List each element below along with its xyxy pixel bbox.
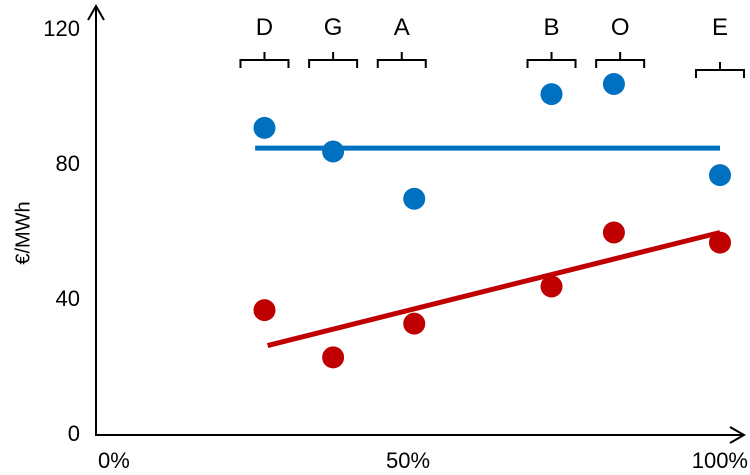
group-bracket [695,62,745,78]
red-point-E [709,231,731,254]
y-tick-label: 80 [56,151,80,176]
y-tick-label: 0 [68,421,80,446]
blue-point-G [322,140,345,163]
blue-point-E [709,164,731,187]
group-bracket [595,52,646,68]
data-points [253,73,731,369]
y-axis-arrow-icon [87,3,105,21]
x-tick-label: 100% [692,448,748,473]
group-bracket [376,52,427,68]
red-point-O [602,221,625,244]
x-axis-arrow-icon [729,426,747,444]
group-label: O [611,14,630,41]
blue-point-B [540,83,563,106]
y-axis-label: €/MWh [12,201,34,264]
axes [87,3,747,444]
x-tick-label: 0% [98,448,130,473]
red-point-A [403,312,426,335]
y-tick-label: 120 [43,16,80,41]
group-label: B [544,14,560,41]
group-label: D [256,14,273,41]
group-label: A [394,14,410,41]
trend-lines [255,145,721,348]
blue-point-O [602,73,625,95]
red-point-G [322,346,345,369]
group-bracket [308,52,359,68]
blue-point-A [403,187,426,210]
red-trend-line [266,230,721,348]
red-point-D [253,299,276,322]
group-bracket [239,52,290,68]
group-label: G [324,14,343,41]
y-tick-labels: 0 40 80 120 [43,16,80,446]
blue-point-D [253,116,276,139]
x-tick-label: 50% [386,448,430,473]
y-tick-label: 40 [56,286,80,311]
red-point-B [540,275,563,298]
group-bracket [526,52,577,68]
x-tick-labels: 0% 50% 100% [98,448,748,473]
group-label: E [712,14,728,41]
